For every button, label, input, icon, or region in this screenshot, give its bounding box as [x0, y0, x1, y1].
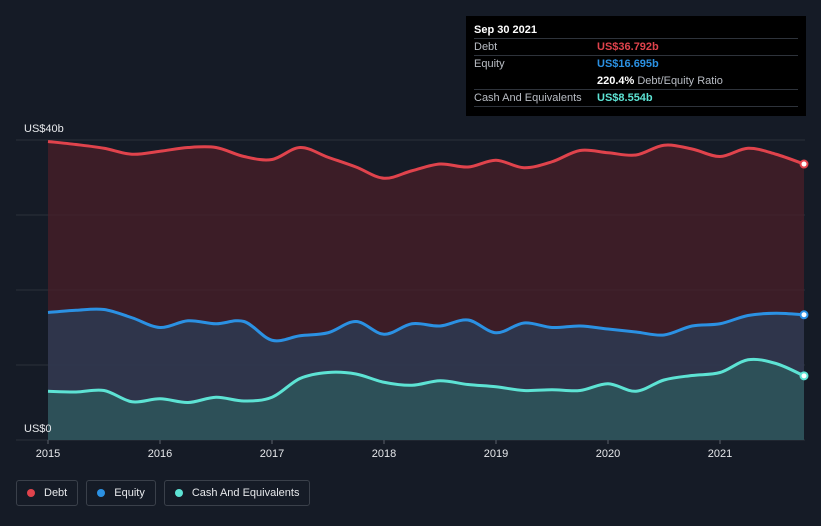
legend-label: Debt	[44, 487, 68, 499]
x-tick-label: 2015	[36, 448, 60, 460]
legend-label: Cash And Equivalents	[191, 487, 300, 499]
tooltip-value-cash: US$8.554b	[597, 92, 653, 104]
legend-item-equity[interactable]: Equity	[86, 480, 156, 506]
series-areas	[48, 141, 804, 440]
legend-item-cash[interactable]: Cash And Equivalents	[163, 480, 311, 506]
tooltip-label: Cash And Equivalents	[474, 92, 582, 104]
y-axis-max-label: US$40b	[24, 123, 64, 135]
tooltip-panel: Sep 30 2021 Debt US$36.792b Equity US$16…	[466, 16, 806, 116]
x-tick-label: 2017	[260, 448, 284, 460]
cash-dot-icon	[174, 489, 183, 497]
tooltip-row-debt: Debt US$36.792b	[474, 38, 798, 55]
tooltip-value-debt: US$36.792b	[597, 41, 659, 53]
series-end-markers	[799, 159, 809, 381]
x-tick-label: 2016	[148, 448, 172, 460]
legend-label: Equity	[114, 487, 145, 499]
tooltip-label	[474, 73, 597, 89]
legend: Debt Equity Cash And Equivalents	[16, 480, 311, 506]
debt-end-marker	[799, 159, 809, 169]
tooltip-value-ratio: 220.4%	[597, 75, 635, 87]
y-axis-min-label: US$0	[24, 423, 52, 435]
tooltip-value-equity: US$16.695b	[597, 58, 659, 70]
debt-line	[47, 140, 805, 180]
equity-dot-icon	[97, 489, 106, 497]
cash-line	[47, 357, 805, 405]
equity-line	[47, 307, 805, 343]
cash-end-marker	[799, 371, 809, 381]
equity-end-marker	[799, 310, 809, 320]
tooltip-row-cash: Cash And Equivalents US$8.554b	[474, 89, 798, 107]
tooltip-label: Equity	[474, 58, 505, 70]
tooltip-label: Debt	[474, 41, 498, 53]
x-tick-label: 2021	[708, 448, 732, 460]
cash-area	[48, 359, 804, 440]
x-tick-label: 2019	[484, 448, 508, 460]
tooltip-row-equity: Equity US$16.695b	[474, 55, 798, 72]
series-lines	[47, 140, 805, 405]
debt-dot-icon	[27, 489, 35, 497]
x-axis-ticks: 2015 2016 2017 2018 2019 2020 2021	[36, 440, 732, 460]
tooltip-ratio-caption: Debt/Equity Ratio	[637, 75, 723, 87]
x-tick-label: 2020	[596, 448, 620, 460]
x-tick-label: 2018	[372, 448, 396, 460]
tooltip-row-ratio: 220.4% Debt/Equity Ratio	[474, 72, 798, 89]
tooltip-date: Sep 30 2021	[474, 24, 537, 36]
legend-item-debt[interactable]: Debt	[16, 480, 79, 506]
